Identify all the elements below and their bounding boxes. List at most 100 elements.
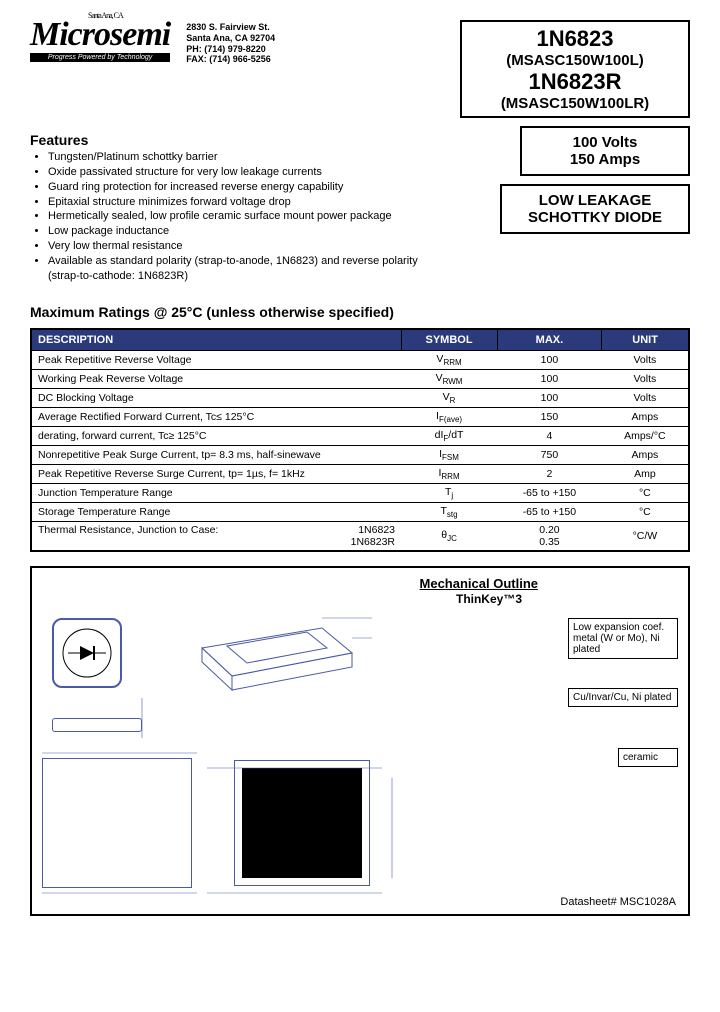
table-row: Average Rectified Forward Current, Tc≤ 1… bbox=[31, 407, 689, 426]
cell-max: 150 bbox=[497, 407, 602, 426]
logo-city: Santa Ana, CA bbox=[88, 12, 123, 19]
cell-unit: °C/W bbox=[602, 522, 689, 552]
cell-unit: °C bbox=[602, 503, 689, 522]
dimension-lines-icon bbox=[42, 618, 552, 908]
max-ratings-table: DESCRIPTION SYMBOL MAX. UNIT Peak Repeti… bbox=[30, 328, 690, 553]
cell-unit: Volts bbox=[602, 369, 689, 388]
cell-max: 100 bbox=[497, 350, 602, 369]
cell-unit: Amps bbox=[602, 446, 689, 465]
device-type-l1: LOW LEAKAGE bbox=[506, 192, 684, 209]
mech-title: Mechanical Outline bbox=[420, 576, 538, 591]
cell-description: DC Blocking Voltage bbox=[31, 388, 401, 407]
cell-symbol: θJC bbox=[401, 522, 497, 552]
company-name: Microsemi bbox=[30, 16, 170, 53]
cell-description: Junction Temperature Range bbox=[31, 484, 401, 503]
device-type-l2: SCHOTTKY DIODE bbox=[506, 209, 684, 226]
cell-unit: Volts bbox=[602, 350, 689, 369]
features-heading: Features bbox=[30, 132, 450, 148]
cell-max: 100 bbox=[497, 388, 602, 407]
volts-rating: 100 Volts bbox=[526, 134, 684, 151]
feature-item: Epitaxial structure minimizes forward vo… bbox=[48, 195, 450, 210]
features-column: Features Tungsten/Platinum schottky barr… bbox=[30, 118, 450, 320]
cell-symbol: IRRM bbox=[401, 465, 497, 484]
feature-item: Very low thermal resistance bbox=[48, 239, 450, 254]
cell-symbol: VRRM bbox=[401, 350, 497, 369]
cell-symbol: Tstg bbox=[401, 503, 497, 522]
part-1-alt: (MSASC150W100L) bbox=[470, 52, 680, 69]
material-box-3: ceramic bbox=[618, 748, 678, 767]
part-2: 1N6823R bbox=[470, 69, 680, 95]
cell-description: Nonrepetitive Peak Surge Current, tp= 8.… bbox=[31, 446, 401, 465]
addr-fax: FAX: (714) 966-5256 bbox=[186, 54, 275, 65]
table-row: Nonrepetitive Peak Surge Current, tp= 8.… bbox=[31, 446, 689, 465]
cell-unit: °C bbox=[602, 484, 689, 503]
cell-description: Average Rectified Forward Current, Tc≤ 1… bbox=[31, 407, 401, 426]
addr-line2: Santa Ana, CA 92704 bbox=[186, 33, 275, 44]
addr-line1: 2830 S. Fairview St. bbox=[186, 22, 275, 33]
logo-block: Santa Ana, CA Microsemi Progress Powered… bbox=[30, 20, 170, 62]
cell-description: derating, forward current, Tc≥ 125°C bbox=[31, 426, 401, 445]
cell-max: 0.200.35 bbox=[497, 522, 602, 552]
cell-max: 100 bbox=[497, 369, 602, 388]
cell-symbol: dIF/dT bbox=[401, 426, 497, 445]
cell-unit: Amp bbox=[602, 465, 689, 484]
cell-symbol: Tj bbox=[401, 484, 497, 503]
cell-max: 4 bbox=[497, 426, 602, 445]
cell-description: Peak Repetitive Reverse Surge Current, t… bbox=[31, 465, 401, 484]
col-unit: UNIT bbox=[602, 329, 689, 351]
mechanical-outline-box: Mechanical Outline ThinKey™3 Low expansi… bbox=[30, 566, 690, 916]
datasheet-number: Datasheet# MSC1028A bbox=[560, 896, 676, 908]
table-row: Thermal Resistance, Junction to Case:1N6… bbox=[31, 522, 689, 552]
cell-max: 750 bbox=[497, 446, 602, 465]
table-row: Peak Repetitive Reverse Surge Current, t… bbox=[31, 465, 689, 484]
feature-item: Hermetically sealed, low profile ceramic… bbox=[48, 209, 450, 224]
col-description: DESCRIPTION bbox=[31, 329, 401, 351]
amps-rating: 150 Amps bbox=[526, 151, 684, 168]
mechanical-diagram bbox=[42, 618, 548, 904]
table-row: Working Peak Reverse VoltageVRWM100Volts bbox=[31, 369, 689, 388]
col-max: MAX. bbox=[497, 329, 602, 351]
cell-symbol: VR bbox=[401, 388, 497, 407]
feature-item: Oxide passivated structure for very low … bbox=[48, 165, 450, 180]
company-address: 2830 S. Fairview St. Santa Ana, CA 92704… bbox=[186, 22, 275, 65]
cell-description: Thermal Resistance, Junction to Case:1N6… bbox=[31, 522, 401, 552]
table-row: Junction Temperature RangeTj-65 to +150°… bbox=[31, 484, 689, 503]
part-1: 1N6823 bbox=[470, 26, 680, 52]
table-row: Peak Repetitive Reverse VoltageVRRM100Vo… bbox=[31, 350, 689, 369]
cell-symbol: IFSM bbox=[401, 446, 497, 465]
part-2-alt: (MSASC150W100LR) bbox=[470, 95, 680, 112]
cell-max: 2 bbox=[497, 465, 602, 484]
header: Santa Ana, CA Microsemi Progress Powered… bbox=[30, 20, 690, 118]
feature-item: Guard ring protection for increased reve… bbox=[48, 180, 450, 195]
cell-unit: Amps/°C bbox=[602, 426, 689, 445]
ratings-box: 100 Volts 150 Amps bbox=[520, 126, 690, 176]
table-header-row: DESCRIPTION SYMBOL MAX. UNIT bbox=[31, 329, 689, 351]
mech-subtitle: ThinKey™3 bbox=[456, 592, 522, 606]
company-tagline: Progress Powered by Technology bbox=[30, 53, 170, 62]
cell-description: Peak Repetitive Reverse Voltage bbox=[31, 350, 401, 369]
material-box-1: Low expansion coef. metal (W or Mo), Ni … bbox=[568, 618, 678, 659]
cell-description: Working Peak Reverse Voltage bbox=[31, 369, 401, 388]
feature-item: Available as standard polarity (strap-to… bbox=[48, 254, 450, 284]
cell-unit: Volts bbox=[602, 388, 689, 407]
material-box-2: Cu/Invar/Cu, Ni plated bbox=[568, 688, 678, 707]
features-list: Tungsten/Platinum schottky barrierOxide … bbox=[48, 150, 450, 284]
cell-description: Storage Temperature Range bbox=[31, 503, 401, 522]
table-row: derating, forward current, Tc≥ 125°CdIF/… bbox=[31, 426, 689, 445]
part-number-box: 1N6823 (MSASC150W100L) 1N6823R (MSASC150… bbox=[460, 20, 690, 118]
cell-max: -65 to +150 bbox=[497, 484, 602, 503]
cell-unit: Amps bbox=[602, 407, 689, 426]
device-type-box: LOW LEAKAGE SCHOTTKY DIODE bbox=[500, 184, 690, 234]
table-row: DC Blocking VoltageVR100Volts bbox=[31, 388, 689, 407]
cell-symbol: IF(ave) bbox=[401, 407, 497, 426]
feature-item: Tungsten/Platinum schottky barrier bbox=[48, 150, 450, 165]
right-column: 100 Volts 150 Amps LOW LEAKAGE SCHOTTKY … bbox=[450, 118, 690, 320]
feature-item: Low package inductance bbox=[48, 224, 450, 239]
cell-symbol: VRWM bbox=[401, 369, 497, 388]
table-row: Storage Temperature RangeTstg-65 to +150… bbox=[31, 503, 689, 522]
max-ratings-heading: Maximum Ratings @ 25°C (unless otherwise… bbox=[30, 304, 450, 320]
company-logo: Santa Ana, CA Microsemi bbox=[30, 20, 170, 51]
addr-phone: PH: (714) 979-8220 bbox=[186, 44, 275, 55]
col-symbol: SYMBOL bbox=[401, 329, 497, 351]
cell-max: -65 to +150 bbox=[497, 503, 602, 522]
